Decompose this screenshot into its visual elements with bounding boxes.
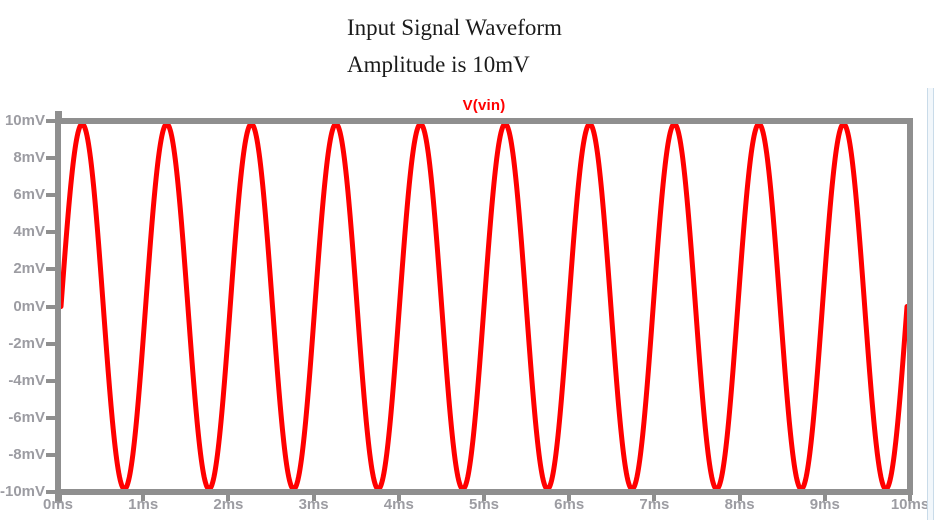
x-axis-tick-label: 2ms xyxy=(213,496,244,513)
y-axis-tick-label: 2mV xyxy=(13,260,45,278)
x-axis-tick xyxy=(56,495,60,501)
y-axis-tick-label: -10mV xyxy=(0,483,46,500)
x-axis-tick xyxy=(226,495,231,501)
x-axis-tick xyxy=(822,495,827,501)
window-edge xyxy=(927,88,934,520)
x-axis-tick-label: 9ms xyxy=(809,496,840,513)
x-axis-tick-label: 4ms xyxy=(383,496,414,513)
y-axis-tick-label: 6mV xyxy=(13,186,45,204)
y-axis-tick-label: -8mV xyxy=(8,445,45,463)
x-axis-tick-label: 10ms xyxy=(890,496,930,513)
x-axis-tick xyxy=(482,495,486,501)
y-axis-tick xyxy=(46,156,55,161)
x-axis-tick-label: 0ms xyxy=(42,496,74,513)
x-axis-tick-label: 6ms xyxy=(554,496,585,513)
y-axis-tick xyxy=(46,304,55,309)
plot-area[interactable] xyxy=(55,118,913,495)
x-axis-tick-label: 7ms xyxy=(639,496,670,513)
y-axis-tick xyxy=(46,119,55,123)
x-axis-tick-label: 8ms xyxy=(724,496,755,513)
y-axis-tick xyxy=(46,341,55,346)
waveform-trace xyxy=(61,124,907,489)
y-axis-tick-label: 0mV xyxy=(13,297,45,315)
chart-title-line1: Input Signal Waveform xyxy=(347,15,562,40)
y-axis-tick xyxy=(46,490,55,494)
y-axis-tick xyxy=(46,415,55,420)
y-axis-tick xyxy=(46,378,55,383)
x-axis-tick xyxy=(567,495,572,501)
y-axis-tick-label: -6mV xyxy=(8,408,45,426)
y-axis-tick-label: 4mV xyxy=(13,223,45,241)
x-axis-tick xyxy=(311,495,316,501)
y-axis-cap-top xyxy=(55,111,62,118)
x-axis-tick xyxy=(737,495,742,501)
x-axis-tick-label: 1ms xyxy=(128,496,159,513)
x-axis-tick xyxy=(396,495,401,501)
x-axis-tick-label: 5ms xyxy=(468,496,500,513)
x-axis-tick xyxy=(652,495,657,501)
y-axis-tick-label: 10mV xyxy=(4,112,45,129)
y-axis-tick-label: -2mV xyxy=(8,334,45,352)
chart-title-line2: Amplitude is 10mV xyxy=(347,52,530,77)
x-axis-tick xyxy=(141,495,146,501)
x-axis-tick xyxy=(908,495,912,501)
y-axis-tick xyxy=(46,193,55,198)
x-axis-tick-label: 3ms xyxy=(298,496,329,513)
y-axis-tick xyxy=(46,267,55,272)
trace-v-vin xyxy=(61,124,907,489)
y-axis-tick-label: -4mV xyxy=(8,371,45,389)
y-axis-tick xyxy=(46,452,55,457)
y-axis-tick-label: 8mV xyxy=(13,149,45,167)
chart-title: Input Signal Waveform Amplitude is 10mV xyxy=(347,9,562,83)
trace-legend-label[interactable]: V(vin) xyxy=(462,97,506,114)
y-axis-tick xyxy=(46,230,55,235)
